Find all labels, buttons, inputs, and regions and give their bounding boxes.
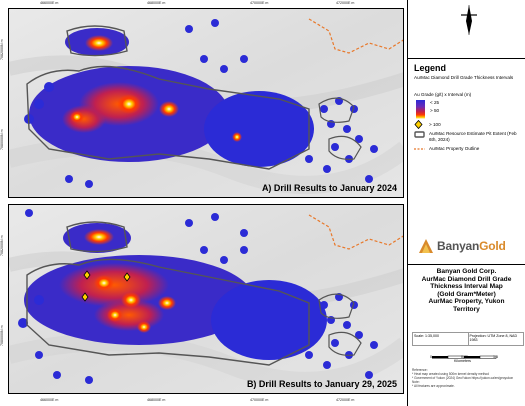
legend-highlight-row: > 100 bbox=[414, 120, 441, 129]
logo-text-part2: Gold bbox=[479, 239, 506, 253]
pit-outline-b bbox=[26, 258, 310, 366]
y-tick-a-1: 7082000N m bbox=[0, 39, 4, 60]
references-line-1: * Heat map created using 500m kernel den… bbox=[412, 372, 489, 376]
panel-b-label: B) Drill Results to January 29, 2025 bbox=[246, 379, 397, 389]
x-tick-bottom-4: 472000E m bbox=[336, 398, 355, 402]
scale-unit: Kilometers bbox=[454, 359, 471, 363]
ramp-high-label: > 50 bbox=[430, 108, 440, 113]
title-line-2: AurMac Diamond Drill Grade bbox=[421, 275, 512, 283]
map-panel-a[interactable]: A) Drill Results to January 2024 bbox=[8, 8, 404, 198]
divider bbox=[408, 264, 525, 265]
scale-bar-graphic bbox=[432, 355, 497, 359]
pit-outline-icon bbox=[414, 131, 425, 138]
map-a-canvas bbox=[9, 9, 403, 197]
legend-highlight-label: > 100 bbox=[429, 122, 441, 127]
divider bbox=[408, 58, 525, 59]
references-heading: Reference: bbox=[412, 368, 428, 372]
title-line-5: AurMac Property, Yukon bbox=[428, 298, 505, 306]
panel-a-label: A) Drill Results to January 2024 bbox=[261, 183, 397, 193]
map-title-block: Banyan Gold Corp. AurMac Diamond Drill G… bbox=[408, 268, 525, 314]
scale-label-0: 0 bbox=[430, 355, 432, 359]
references: Reference: * Heat map created using 500m… bbox=[412, 368, 522, 388]
legend-pit-label: AurMac Resource Estimate Pit Extent (Feb… bbox=[429, 131, 517, 142]
side-panel: Legend AurMac Diamond Drill Grade Thickn… bbox=[407, 0, 525, 406]
company-logo: Banyan Gold bbox=[418, 232, 516, 260]
title-line-3: Thickness Interval Map bbox=[430, 283, 503, 291]
legend-property-row: AurMac Property Outline bbox=[414, 146, 479, 151]
legend-subtitle: AurMac Diamond Drill Grade Thickness Int… bbox=[414, 75, 514, 80]
references-line-2: * Government of Yukon (2024) GeoYukon ht… bbox=[412, 376, 514, 380]
property-outline-a bbox=[308, 18, 403, 54]
logo-mark-icon bbox=[419, 239, 433, 253]
legend-title: Legend bbox=[414, 63, 447, 73]
projection-info: Projection: UTM Zone 8, NAD 1983 bbox=[469, 334, 518, 342]
scale-bar: 0 0.75 1.5 Kilometers bbox=[430, 348, 498, 364]
map-panel-b[interactable]: B) Drill Results to January 29, 2025 bbox=[8, 204, 404, 394]
y-tick-b-1: 7082000N m bbox=[0, 235, 4, 256]
property-outline-b bbox=[308, 214, 403, 250]
property-outline-icon bbox=[414, 147, 425, 150]
y-tick-b-2: 7080000N m bbox=[0, 325, 4, 346]
x-tick-bottom-2: 468000E m bbox=[147, 398, 166, 402]
legend-units: Au Grade (g/t) x Interval (m) bbox=[414, 92, 472, 97]
x-tick-bottom-3: 470000E m bbox=[250, 398, 269, 402]
x-tick-top-2: 468000E m bbox=[147, 1, 166, 5]
north-arrow-icon bbox=[461, 5, 477, 35]
logo-text-part1: Banyan bbox=[437, 239, 480, 253]
map-info-row: Scale: 1:35,000 Projection: UTM Zone 8, … bbox=[412, 332, 524, 346]
legend-property-label: AurMac Property Outline bbox=[429, 146, 480, 151]
high-grade-markers bbox=[81, 270, 131, 302]
y-tick-a-2: 7080000N m bbox=[0, 129, 4, 150]
ramp-low-label: < 25 bbox=[430, 100, 440, 105]
title-line-4: (Gold Gram*Meter) bbox=[437, 290, 496, 298]
scale-info: Scale: 1:35,000 bbox=[413, 333, 469, 345]
scale-label-mid: 0.75 bbox=[461, 355, 468, 359]
legend-pit-row: AurMac Resource Estimate Pit Extent (Feb… bbox=[414, 131, 519, 142]
grade-color-ramp bbox=[416, 100, 425, 119]
x-tick-bottom-1: 466000E m bbox=[40, 398, 59, 402]
map-b-canvas bbox=[9, 205, 403, 393]
x-tick-top-1: 466000E m bbox=[40, 1, 59, 5]
title-line-6: Territory bbox=[453, 305, 480, 313]
references-note: * All features are approximate. bbox=[412, 384, 455, 388]
diamond-icon bbox=[414, 120, 423, 129]
pit-outline-a bbox=[26, 65, 310, 170]
scale-label-max: 1.5 bbox=[493, 355, 498, 359]
title-line-1: Banyan Gold Corp. bbox=[436, 268, 497, 275]
x-tick-top-4: 472000E m bbox=[336, 1, 355, 5]
x-tick-top-3: 470000E m bbox=[250, 1, 269, 5]
references-note-heading: Note: bbox=[412, 380, 420, 384]
